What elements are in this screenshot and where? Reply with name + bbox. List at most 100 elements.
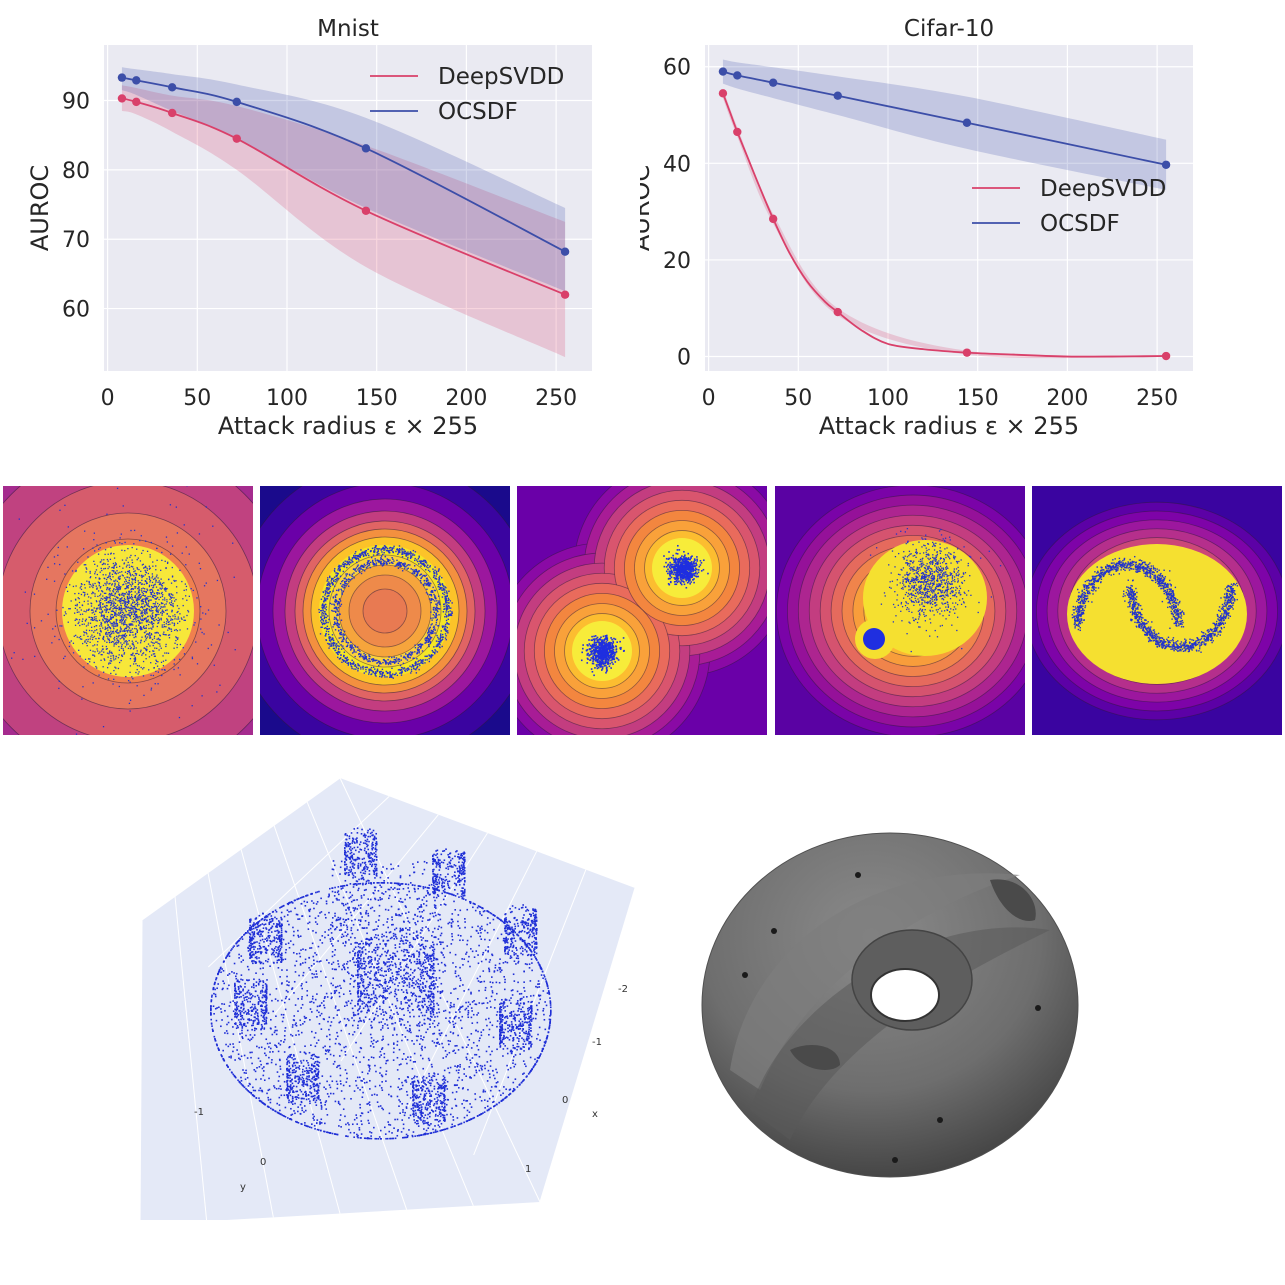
sample-points bbox=[869, 527, 1002, 653]
grid-line bbox=[274, 814, 439, 1015]
y-tick-label: 60 bbox=[62, 298, 90, 323]
x-tick-label: 0 bbox=[101, 386, 115, 411]
y-tick-label: 90 bbox=[62, 89, 90, 114]
plot-floor bbox=[140, 778, 635, 1220]
sdf-panels-row bbox=[0, 484, 1285, 736]
x-axis-label: Attack radius ε × 255 bbox=[218, 412, 478, 440]
mesh-notch bbox=[990, 879, 1036, 921]
x-axis-label: Attack radius ε × 255 bbox=[819, 412, 1079, 440]
data-point-ocsdf bbox=[962, 118, 972, 127]
data-point-ocsdf bbox=[833, 91, 842, 100]
mesh-notch bbox=[790, 1045, 840, 1070]
axis-y-label: y bbox=[240, 1182, 246, 1193]
data-point-deepsvdd bbox=[733, 127, 742, 137]
y-tick-label: 80 bbox=[62, 159, 90, 184]
grid-line bbox=[306, 801, 474, 1207]
data-point-deepsvdd bbox=[560, 290, 570, 299]
legend-label: DeepSVDD bbox=[1040, 176, 1166, 202]
legend-label: OCSDF bbox=[1040, 211, 1120, 237]
mesh-groove-ridge bbox=[730, 873, 1020, 1090]
sdf-panel-two-blobs bbox=[517, 486, 767, 735]
mesh-3d-render bbox=[701, 832, 1079, 1178]
inlier-region bbox=[62, 545, 194, 677]
legend-label: DeepSVDD bbox=[438, 64, 564, 90]
y-tick-label: -1 bbox=[194, 1107, 204, 1118]
x-tick-label: 150 bbox=[356, 386, 398, 411]
data-point-ocsdf bbox=[768, 78, 778, 87]
data-point-ocsdf bbox=[117, 73, 127, 82]
data-point-deepsvdd bbox=[718, 89, 728, 98]
data-point-ocsdf bbox=[733, 71, 742, 80]
grid-line bbox=[539, 887, 636, 1203]
sdf-panel-two-moons bbox=[1032, 486, 1282, 735]
data-point-ocsdf bbox=[167, 83, 177, 92]
mesh-surface-pit bbox=[892, 1157, 898, 1163]
grid-line bbox=[339, 777, 541, 1203]
y-tick-label: 70 bbox=[62, 228, 90, 253]
data-point-ocsdf bbox=[718, 67, 728, 76]
plot-area bbox=[705, 45, 1193, 371]
axis-x-label: x bbox=[592, 1109, 598, 1120]
grid-line bbox=[473, 869, 587, 1156]
mesh-surface-pit bbox=[855, 872, 861, 878]
series-line-deepsvdd bbox=[722, 92, 1167, 358]
y-tick-label: 0 bbox=[677, 346, 691, 371]
data-point-deepsvdd bbox=[117, 94, 127, 103]
cifar10-chart: 0 50 100 150 200 250 0 20 40 60 Cifar-10 Attack rad… bbox=[640, 16, 1193, 440]
y-tick-label: 0 bbox=[260, 1157, 266, 1168]
x-tick-label: 100 bbox=[266, 386, 308, 411]
x-tick-label: 0 bbox=[702, 386, 716, 411]
grid-line bbox=[174, 896, 208, 1220]
contour-level bbox=[362, 588, 408, 634]
data-point-deepsvdd bbox=[833, 307, 842, 317]
inlier-region bbox=[1067, 544, 1247, 684]
x-tick-label: 50 bbox=[183, 386, 211, 411]
chart-title: Cifar-10 bbox=[904, 16, 994, 42]
data-point-ocsdf bbox=[132, 76, 141, 85]
x-tick-label: 250 bbox=[535, 386, 577, 411]
sample-points bbox=[580, 544, 709, 677]
x-tick-label: 200 bbox=[1046, 386, 1088, 411]
mesh-surface-pit bbox=[742, 972, 748, 978]
mesh-center-hole bbox=[870, 968, 940, 1022]
x-tick-label: -1 bbox=[592, 1037, 602, 1048]
x-tick-label: 50 bbox=[784, 386, 812, 411]
data-point-deepsvdd bbox=[1161, 351, 1171, 361]
data-point-deepsvdd bbox=[132, 97, 141, 107]
grid-line bbox=[139, 919, 143, 1220]
data-point-deepsvdd bbox=[768, 214, 778, 224]
y-tick-label: 40 bbox=[663, 152, 691, 177]
mesh-surface-pit bbox=[771, 928, 777, 934]
x-tick-label: 200 bbox=[445, 386, 487, 411]
data-point-deepsvdd bbox=[962, 348, 972, 357]
data-point-deepsvdd bbox=[361, 206, 371, 215]
x-tick-label: 250 bbox=[1136, 386, 1178, 411]
sdf-panel-blob-and-cluster bbox=[775, 486, 1025, 735]
chart-title: Mnist bbox=[317, 16, 379, 42]
confidence-band-deepsvdd bbox=[121, 85, 566, 358]
y-tick-label: 60 bbox=[663, 56, 691, 81]
legend-label: OCSDF bbox=[438, 99, 518, 125]
x-tick-label: -2 bbox=[618, 984, 628, 995]
plot-area bbox=[104, 45, 592, 371]
x-tick-label: 150 bbox=[957, 386, 999, 411]
y-axis-label: AUROC bbox=[26, 165, 54, 251]
sample-points bbox=[1071, 555, 1239, 653]
mesh-surface-pit bbox=[1035, 1005, 1041, 1011]
sample-points bbox=[318, 545, 453, 679]
data-point-ocsdf bbox=[1161, 160, 1171, 169]
sdf-panel-rings bbox=[260, 486, 510, 735]
sdf-panel-gaussian bbox=[3, 486, 253, 735]
dense-cluster bbox=[863, 628, 885, 650]
confidence-band-ocsdf bbox=[722, 59, 1167, 190]
grid-line bbox=[240, 848, 341, 1214]
sample-points bbox=[11, 486, 236, 735]
grid-line bbox=[273, 825, 408, 1210]
data-point-deepsvdd bbox=[232, 134, 241, 143]
data-point-ocsdf bbox=[361, 144, 371, 153]
confidence-band-ocsdf bbox=[121, 67, 566, 292]
x-tick-label: 1 bbox=[525, 1164, 531, 1175]
grid-line bbox=[406, 851, 538, 1109]
mnist-chart: 0 50 100 150 200 250 60 70 80 90 Mnist Attack radiu… bbox=[26, 16, 592, 440]
data-point-ocsdf bbox=[560, 247, 570, 256]
